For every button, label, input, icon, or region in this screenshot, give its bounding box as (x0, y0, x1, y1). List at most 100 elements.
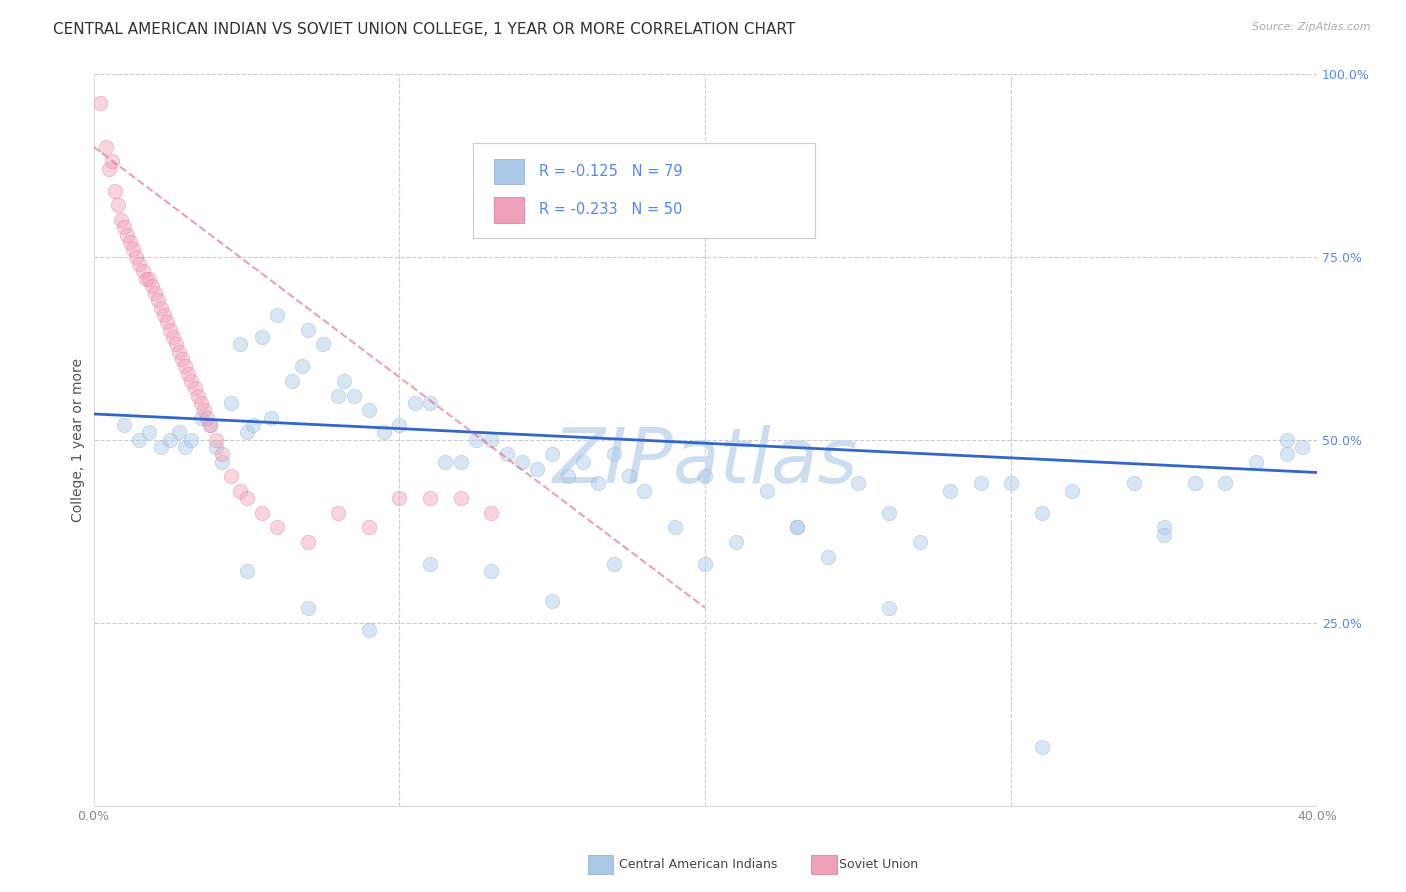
Point (1031, 506, 1053, 520)
Point (159, 323, 181, 337)
Point (120, 235, 142, 249)
Point (131, 264, 153, 278)
Point (104, 184, 127, 198)
Point (817, 549, 839, 564)
Point (159, 433, 181, 447)
Point (297, 535, 319, 549)
Point (229, 483, 252, 498)
Point (328, 389, 350, 403)
Point (1031, 740, 1053, 755)
Point (211, 454, 233, 468)
Point (1244, 454, 1267, 468)
Text: ZIPatlas: ZIPatlas (553, 425, 858, 499)
Point (373, 425, 395, 440)
Point (211, 447, 233, 461)
Point (908, 535, 931, 549)
Point (101, 154, 124, 169)
Point (479, 565, 502, 579)
Point (617, 469, 640, 483)
Point (141, 278, 163, 293)
Point (357, 520, 380, 534)
Point (695, 469, 717, 483)
Bar (494, 159, 524, 184)
Point (664, 520, 686, 534)
Point (342, 389, 364, 403)
Point (557, 469, 579, 483)
Point (260, 410, 283, 425)
Point (388, 417, 411, 432)
Point (1122, 476, 1144, 491)
Point (724, 535, 747, 549)
Point (146, 293, 169, 308)
Point (219, 396, 242, 410)
Text: CENTRAL AMERICAN INDIAN VS SOVIET UNION COLLEGE, 1 YEAR OR MORE CORRELATION CHAR: CENTRAL AMERICAN INDIAN VS SOVIET UNION … (53, 22, 796, 37)
Point (110, 213, 132, 227)
Point (195, 410, 218, 425)
Point (205, 433, 228, 447)
Point (695, 557, 717, 571)
Point (479, 506, 502, 520)
Point (149, 440, 172, 454)
Point (219, 469, 242, 483)
Point (107, 198, 129, 212)
Point (541, 447, 564, 461)
Point (1275, 433, 1298, 447)
Point (167, 425, 190, 440)
Point (633, 483, 655, 498)
Point (156, 315, 179, 329)
Bar (494, 197, 524, 223)
Point (1291, 440, 1313, 454)
Point (180, 374, 202, 388)
Point (242, 417, 264, 432)
Point (115, 227, 138, 242)
Point (149, 301, 172, 315)
Point (495, 447, 517, 461)
Point (434, 454, 457, 468)
Point (198, 417, 221, 432)
Point (1153, 520, 1175, 534)
Point (755, 483, 778, 498)
Point (602, 447, 624, 461)
Point (1215, 476, 1237, 491)
Point (877, 601, 900, 615)
Point (297, 323, 319, 337)
Point (290, 359, 312, 374)
Point (419, 557, 441, 571)
Point (174, 440, 197, 454)
Point (174, 359, 197, 374)
Point (167, 344, 190, 359)
Point (138, 425, 160, 440)
Text: Soviet Union: Soviet Union (839, 858, 918, 871)
Point (128, 257, 150, 271)
Point (97, 161, 120, 176)
Point (297, 601, 319, 615)
Point (177, 367, 200, 381)
Point (786, 520, 808, 534)
Point (235, 565, 257, 579)
Point (187, 389, 209, 403)
Point (122, 242, 145, 256)
Point (162, 330, 184, 344)
Point (333, 374, 356, 388)
Point (172, 352, 194, 367)
Point (939, 483, 962, 498)
Point (229, 337, 252, 351)
Point (250, 330, 273, 344)
Text: Central American Indians: Central American Indians (619, 858, 778, 871)
Y-axis label: College, 1 year or more: College, 1 year or more (72, 358, 86, 522)
Point (165, 337, 187, 351)
Point (526, 462, 548, 476)
Point (328, 506, 350, 520)
Point (94, 139, 117, 153)
Point (190, 410, 212, 425)
Point (266, 520, 288, 534)
FancyBboxPatch shape (472, 143, 815, 238)
Point (153, 308, 176, 322)
Point (143, 286, 166, 301)
Point (969, 476, 991, 491)
Point (541, 593, 564, 607)
Point (1275, 447, 1298, 461)
Point (419, 491, 441, 505)
Point (1062, 483, 1084, 498)
Point (250, 506, 273, 520)
